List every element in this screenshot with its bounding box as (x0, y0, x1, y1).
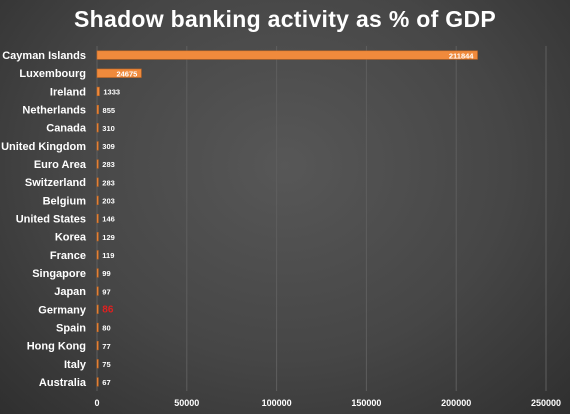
data-label: 24675 (116, 69, 137, 78)
category-label: Euro Area (34, 159, 87, 171)
category-label: Canada (46, 123, 87, 135)
category-label: Ireland (50, 86, 86, 98)
bar (96, 250, 99, 260)
x-tick-label: 0 (94, 398, 99, 408)
category-label: Luxembourg (19, 68, 86, 80)
category-label: United Kingdom (1, 141, 86, 153)
bar (96, 268, 99, 278)
category-label: Japan (54, 286, 86, 298)
category-label: Hong Kong (27, 341, 86, 353)
x-tick-label: 200000 (441, 398, 471, 408)
bar (96, 159, 99, 169)
data-label: 67 (102, 378, 110, 387)
bar (96, 304, 99, 314)
bar (96, 213, 99, 224)
category-label: France (50, 250, 86, 262)
data-label: 77 (102, 342, 110, 351)
category-label: Belgium (43, 195, 87, 207)
chart-title: Shadow banking activity as % of GDP (73, 6, 497, 32)
data-label: 129 (102, 233, 115, 242)
bar (96, 105, 99, 115)
data-label: 80 (102, 324, 110, 333)
data-label: 203 (102, 197, 115, 206)
data-label: 309 (102, 142, 115, 151)
category-label: Switzerland (25, 177, 86, 189)
bar (96, 86, 100, 96)
data-label: 1333 (103, 88, 120, 97)
data-label: 146 (102, 215, 115, 224)
data-label: 97 (102, 287, 110, 296)
data-label: 310 (102, 124, 115, 133)
data-label: 283 (102, 178, 115, 187)
bar (96, 341, 99, 351)
category-label: Korea (55, 232, 87, 244)
data-label: 119 (102, 251, 114, 260)
bar (96, 141, 99, 151)
category-label: Australia (39, 377, 87, 389)
category-label: Germany (38, 304, 87, 316)
bar (96, 123, 99, 133)
data-label: 283 (102, 160, 115, 169)
category-label: Italy (64, 359, 87, 371)
bar (96, 377, 99, 387)
x-tick-label: 250000 (531, 398, 561, 408)
bar (96, 359, 99, 369)
bar (96, 232, 99, 242)
data-label: 211844 (449, 51, 474, 60)
bar (96, 322, 99, 332)
bar (96, 177, 99, 187)
category-label: United States (16, 214, 86, 226)
bar (96, 68, 142, 78)
data-label: 75 (102, 360, 110, 369)
x-tick-label: 50000 (174, 398, 199, 408)
bar (96, 286, 99, 296)
category-label: Netherlands (22, 105, 86, 117)
data-label: 86 (102, 304, 114, 315)
data-label: 855 (103, 106, 116, 115)
data-label: 99 (102, 269, 110, 278)
x-tick-label: 150000 (351, 398, 381, 408)
bar (96, 50, 478, 60)
bar (96, 195, 99, 205)
category-label: Singapore (32, 268, 86, 280)
category-label: Cayman Islands (2, 50, 86, 62)
x-tick-label: 100000 (262, 398, 292, 408)
category-label: Spain (56, 322, 86, 334)
